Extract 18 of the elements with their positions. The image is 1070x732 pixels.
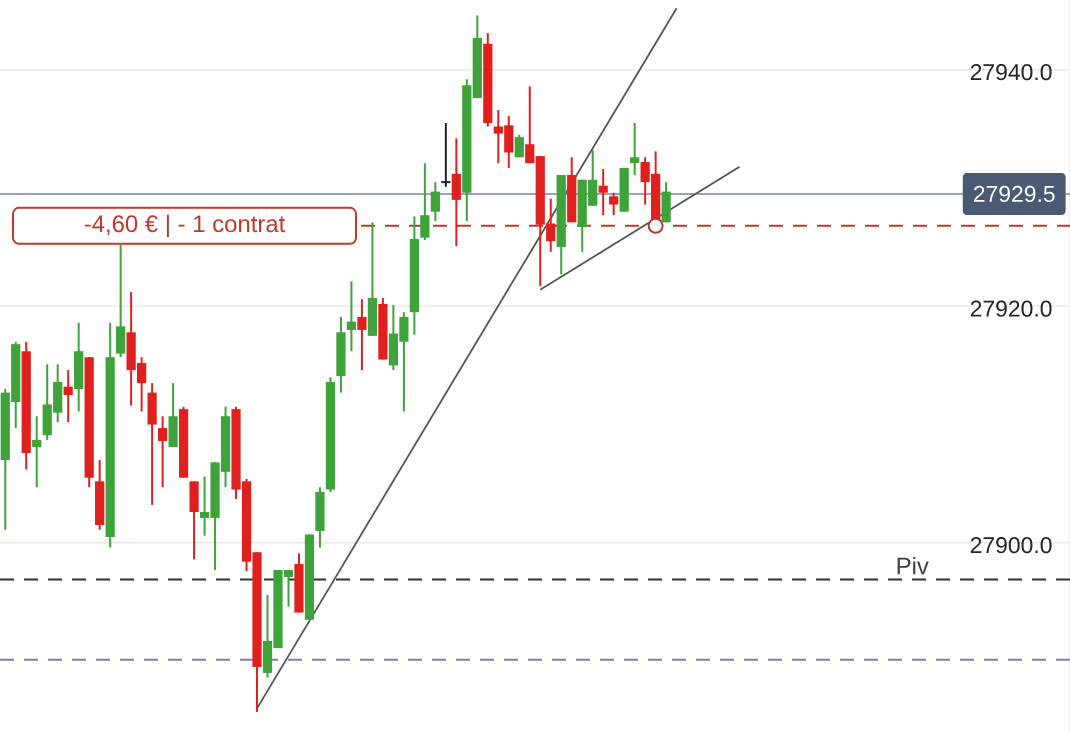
candlestick xyxy=(430,181,440,223)
ref-line-label: -4,60 € | - 1 contrat xyxy=(84,214,286,238)
ref-line-label: 27929.5 xyxy=(973,185,1055,203)
y-tick-label: 27940.0 xyxy=(970,64,1052,81)
candlestick xyxy=(609,191,619,217)
candlestick xyxy=(440,121,452,188)
candlestick xyxy=(346,280,357,353)
candlestick xyxy=(32,415,42,489)
candlestick xyxy=(598,168,608,217)
candlestick xyxy=(357,298,367,372)
candlestick xyxy=(525,85,535,165)
ref-line-label: Piv xyxy=(897,556,929,575)
y-tick-label: 27920.0 xyxy=(970,300,1052,317)
candlestick xyxy=(420,162,430,242)
candlestick xyxy=(63,369,73,424)
y-tick-label: 27900.0 xyxy=(970,537,1052,554)
candlestick xyxy=(157,415,168,489)
candlestick xyxy=(630,121,640,177)
